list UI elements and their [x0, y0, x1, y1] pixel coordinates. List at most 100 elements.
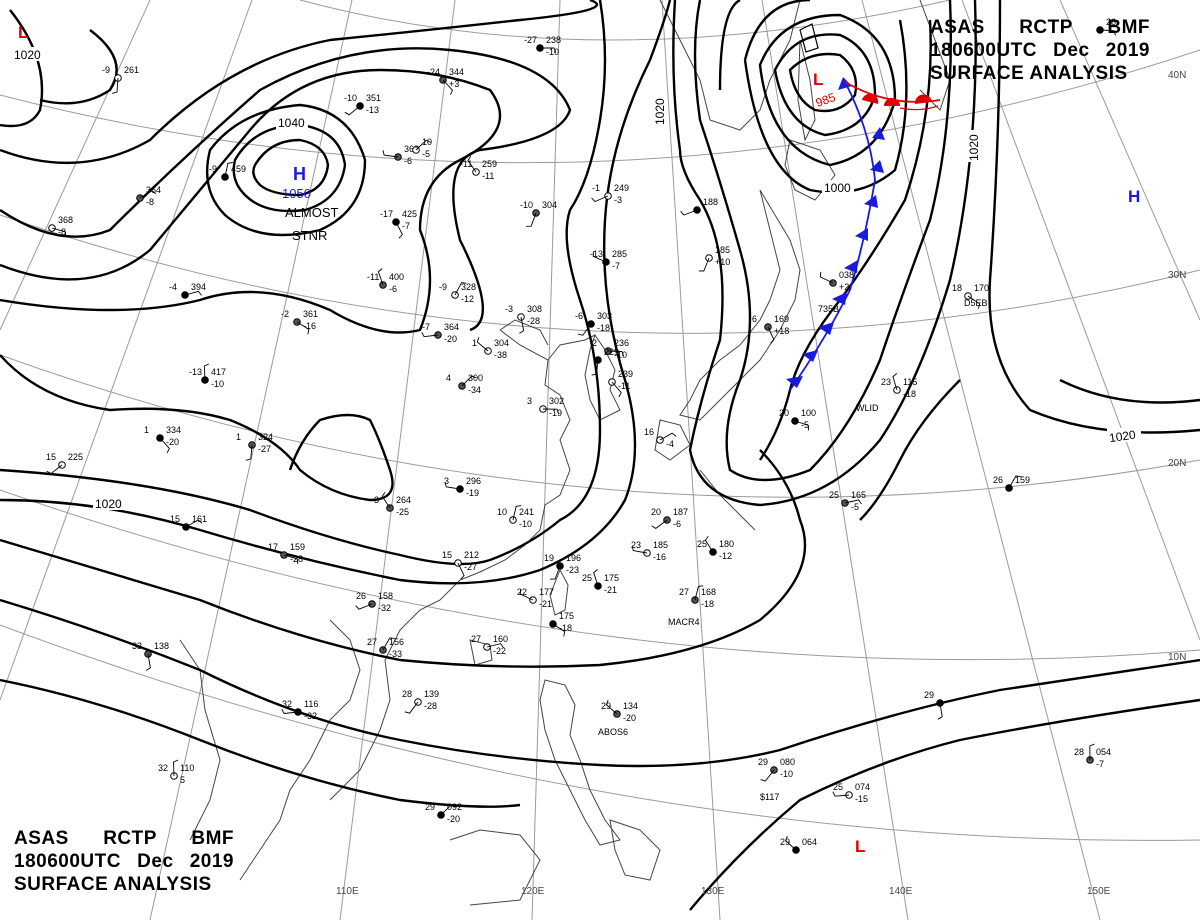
coast-bay-bengal — [179, 639, 221, 841]
coast-bohai — [499, 319, 549, 346]
isobar-siberia-outer — [0, 47, 572, 332]
station-tendency: +18 — [774, 326, 789, 336]
station-tendency: -16 — [303, 321, 316, 331]
station-pressure: 159 — [290, 542, 305, 552]
wind-barb — [611, 381, 622, 398]
station-pressure: 175 — [604, 573, 619, 583]
wind-barb — [592, 251, 607, 263]
wind-barb — [591, 195, 609, 203]
station-plot: 29 064 — [780, 835, 817, 854]
station-temperature: 16 — [644, 427, 654, 437]
station-tendency: -28 — [424, 701, 437, 711]
cold-front-pip — [864, 195, 878, 208]
cold-front-pip — [870, 160, 884, 173]
station-temperature: 29 — [758, 757, 768, 767]
station-temperature: -3 — [505, 304, 513, 314]
wind-barb — [355, 603, 373, 610]
cold-front-pip — [844, 260, 858, 273]
coast-hainan — [469, 639, 493, 666]
station-temperature: 22 — [517, 587, 527, 597]
wind-barb — [844, 499, 862, 505]
station-pressure: 160 — [493, 634, 508, 644]
parallel-10n — [0, 489, 1200, 661]
station-plot: -9 261 — [102, 65, 139, 94]
coast-indochina — [239, 619, 361, 881]
station-plot: 364-8 — [136, 185, 161, 207]
cold-front-pip — [802, 350, 818, 362]
coast-russia-far-east — [659, 0, 801, 131]
station-pressure: 187 — [673, 507, 688, 517]
station-tendency: -21 — [539, 599, 552, 609]
station-temperature: 15 — [46, 452, 56, 462]
station-temperature: -1 — [592, 183, 600, 193]
cold-front-pip — [872, 127, 885, 140]
station-tendency: -11 — [482, 171, 494, 181]
longitude-label: 110E — [336, 886, 359, 897]
isobar-nw-1020 — [0, 9, 44, 128]
station-pressure: 328 — [461, 282, 476, 292]
station-plot: 10-5 — [412, 137, 432, 159]
station-plot: 229 — [591, 347, 619, 376]
wind-barb — [607, 350, 625, 357]
station-pressure: 054 — [1096, 747, 1111, 757]
station-tendency: -12 — [461, 294, 474, 304]
meridian-110e — [339, 0, 456, 920]
station-pressure: 264 — [396, 495, 411, 505]
station-temperature: 20 — [779, 408, 789, 418]
station-pressure: 334 — [166, 425, 181, 435]
title-year: 2019 — [189, 851, 234, 872]
station-pressure: 116 — [304, 699, 318, 709]
station-plot: -10 351 -13 — [344, 93, 381, 116]
station-pressure: 161 — [192, 514, 207, 524]
isobar-1020-main — [0, 0, 672, 585]
station-pressure: 196 — [566, 553, 581, 563]
station-plot: -9 328 -12 — [439, 282, 476, 304]
station-plot: 175-18 — [549, 611, 574, 637]
station-tendency: +2 — [839, 282, 849, 292]
station-plot: 29 092 -20 — [425, 802, 462, 824]
wind-barb — [454, 282, 467, 296]
station-pressure: 170 — [974, 283, 989, 293]
ship-id: 735B — [818, 304, 839, 314]
station-temperature: 15 — [442, 550, 452, 560]
station-temperature: 6 — [752, 314, 757, 324]
station-plot: 27 160 -22 — [471, 634, 508, 656]
station-plot: 23 185 -16 — [631, 540, 668, 562]
low-center-letter: L — [813, 70, 823, 89]
station-temperature: 20 — [651, 507, 661, 517]
station-pressure: 064 — [802, 837, 817, 847]
station-plot: 22 177 -21 — [517, 587, 554, 609]
station-plot: 27 156 -33 — [367, 637, 404, 659]
meridian-170e — [1059, 0, 1200, 321]
station-temperature: 29 — [425, 802, 435, 812]
station-pressure: 425 — [402, 209, 417, 219]
station-temperature: 25 — [829, 490, 839, 500]
station-temperature: 29 — [924, 690, 934, 700]
station-pressure: 459 — [231, 164, 246, 174]
station-temperature: -9 — [209, 164, 217, 174]
wind-barb — [605, 699, 618, 715]
station-pressure: 212 — [464, 550, 479, 560]
title-agency: ASAS — [14, 828, 69, 849]
station-plot: 29 — [924, 690, 944, 720]
wind-barb — [281, 708, 299, 714]
station-temperature: 19 — [544, 553, 554, 563]
coast-borneo — [449, 829, 541, 906]
wind-barb — [442, 79, 454, 95]
ship-id: $117 — [760, 792, 779, 802]
wind-barb — [159, 437, 170, 454]
station-temperature: -2 — [281, 309, 289, 319]
wind-barb — [46, 464, 63, 475]
station-temperature: 28 — [1074, 747, 1084, 757]
title-code: BMF — [1107, 17, 1150, 38]
meridian-120e — [531, 0, 561, 920]
station-plot: 23 115 -18 — [881, 373, 917, 399]
wind-barb — [440, 804, 456, 816]
station-temperature: 23 — [631, 540, 641, 550]
station-tendency: -25 — [396, 507, 409, 517]
station-plot: 26 — [1096, 17, 1116, 36]
wind-barb — [659, 432, 677, 441]
isobar-low-985 — [788, 52, 858, 113]
latitude-label: 10N — [1168, 652, 1186, 663]
isobar-low-1000 — [743, 0, 908, 194]
